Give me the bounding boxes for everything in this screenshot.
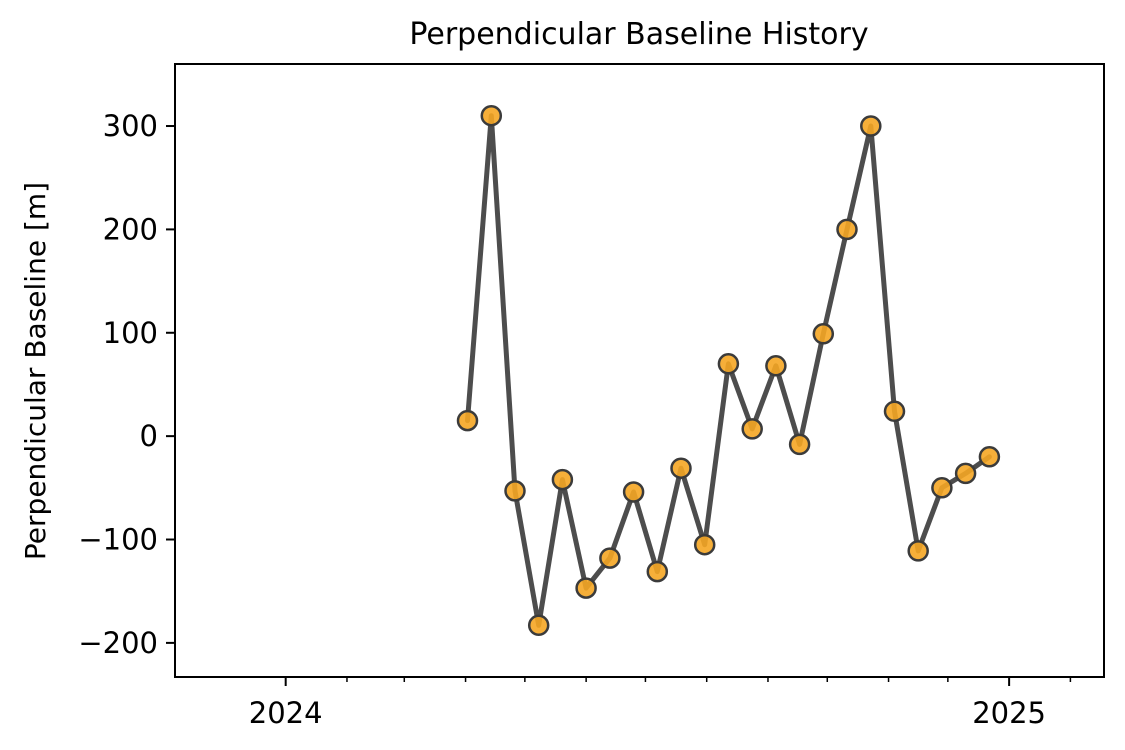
data-point bbox=[575, 577, 597, 599]
data-point bbox=[907, 540, 929, 562]
data-point bbox=[788, 433, 811, 456]
data-point bbox=[741, 418, 763, 440]
y-tick-label: −100 bbox=[78, 523, 158, 557]
data-point bbox=[480, 104, 503, 127]
data-point bbox=[883, 400, 906, 423]
axes: 300 200 100 0 −100 −200 2024 2025 bbox=[78, 109, 1072, 730]
data-point bbox=[646, 560, 669, 583]
data-point bbox=[456, 409, 479, 432]
data-point bbox=[812, 323, 835, 345]
y-tick-label: −200 bbox=[78, 626, 158, 660]
data-point bbox=[931, 477, 953, 499]
y-tick-label: 200 bbox=[103, 212, 158, 246]
data-point bbox=[717, 353, 740, 375]
plot-area bbox=[456, 104, 1001, 637]
data-point bbox=[693, 533, 716, 556]
chart-title: Perpendicular Baseline History bbox=[409, 17, 868, 52]
data-point bbox=[622, 481, 645, 503]
data-point bbox=[551, 468, 574, 491]
data-point bbox=[527, 614, 550, 637]
data-point bbox=[954, 462, 977, 485]
data-point bbox=[504, 480, 526, 502]
x-tick-label: 2025 bbox=[972, 696, 1046, 730]
y-tick-label: 100 bbox=[103, 316, 158, 350]
data-point bbox=[860, 115, 882, 137]
plot-frame bbox=[174, 63, 1105, 678]
y-axis-label: Perpendicular Baseline [m] bbox=[19, 182, 52, 560]
data-point bbox=[836, 218, 858, 241]
data-point bbox=[978, 446, 1001, 468]
data-point bbox=[765, 355, 787, 377]
x-tick-label: 2024 bbox=[249, 696, 323, 730]
data-point bbox=[599, 547, 621, 569]
y-tick-label: 0 bbox=[140, 419, 158, 453]
y-tick-label: 300 bbox=[103, 109, 158, 143]
data-point bbox=[670, 457, 692, 479]
